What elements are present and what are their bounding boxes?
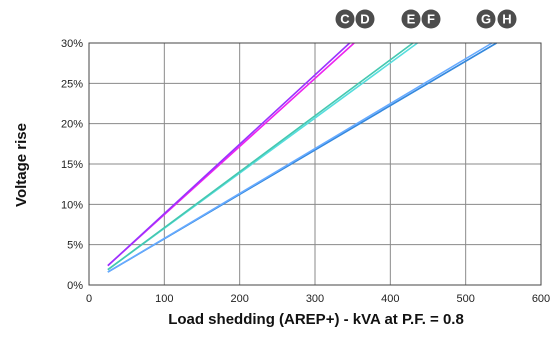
x-tick-label: 0 [86, 293, 92, 305]
x-tick-label: 300 [306, 293, 324, 305]
badge-circle [355, 9, 375, 29]
badge-label: C [340, 12, 350, 27]
badge-e: E [401, 9, 421, 29]
x-tick-label: 500 [456, 293, 474, 305]
y-tick-label: 20% [61, 119, 83, 131]
x-tick-label: 200 [230, 293, 248, 305]
badge-label: H [502, 12, 511, 27]
y-axis-title: Voltage rise [13, 123, 30, 207]
badge-circle [497, 9, 517, 29]
y-tick-label: 5% [67, 240, 83, 252]
y-tick-label: 30% [61, 38, 83, 50]
badge-d: D [355, 9, 375, 29]
x-tick-label: 100 [155, 293, 173, 305]
badge-h: H [497, 9, 517, 29]
series-line-d [107, 42, 351, 267]
y-axis-ticks: 0% 5% 10% 15% 20% 25% 30% [61, 38, 83, 292]
badge-label: G [481, 12, 491, 27]
badge-circle [421, 9, 441, 29]
x-tick-label: 400 [381, 293, 399, 305]
x-axis-title: Load shedding (AREP+) - kVA at P.F. = 0.… [168, 311, 464, 328]
badge-circle [401, 9, 421, 29]
badge-c: C [335, 9, 355, 29]
badge-f: F [421, 9, 441, 29]
badge-circle [335, 9, 355, 29]
badge-label: D [360, 12, 369, 27]
y-tick-label: 25% [61, 78, 83, 90]
x-tick-label: 600 [532, 293, 550, 305]
y-tick-label: 10% [61, 199, 83, 211]
series-line-h [107, 42, 493, 273]
x-axis-ticks: 0 100 200 300 400 500 600 [86, 293, 550, 305]
badge-circle [476, 9, 496, 29]
y-tick-label: 0% [67, 280, 83, 292]
y-tick-label: 15% [61, 159, 83, 171]
badge-label: E [407, 12, 416, 27]
badge-g: G [476, 9, 496, 29]
plot-frame [88, 42, 542, 286]
series-lines [107, 42, 497, 273]
grid [89, 43, 541, 285]
badge-label: F [427, 12, 435, 27]
series-line-f [107, 42, 414, 271]
